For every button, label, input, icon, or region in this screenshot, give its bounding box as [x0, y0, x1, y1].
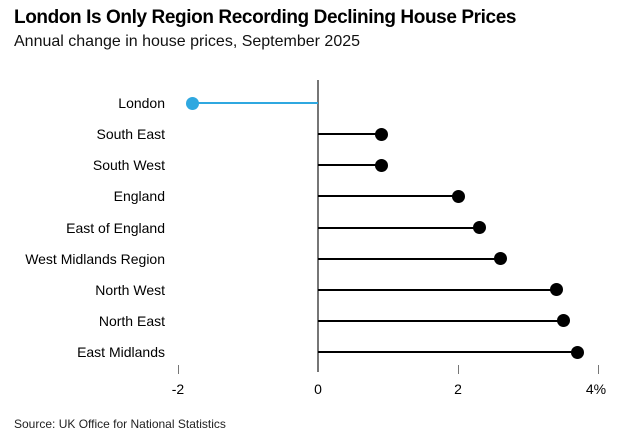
category-label: West Midlands Region — [25, 250, 165, 267]
x-tick-mark — [177, 365, 179, 374]
value-dot — [451, 189, 465, 203]
value-dot — [185, 96, 199, 110]
x-tick-label: 0 — [314, 381, 322, 397]
value-stem — [318, 195, 458, 198]
zero-axis-line — [317, 80, 319, 372]
category-label: South West — [92, 157, 165, 174]
source-note: Source: UK Office for National Statistic… — [14, 417, 226, 431]
value-dot — [556, 314, 570, 328]
value-dot — [374, 158, 388, 172]
category-label: East Midlands — [77, 344, 165, 360]
x-tick-mark — [597, 365, 599, 374]
category-label: North East — [98, 312, 165, 329]
x-tick-label: 2 — [454, 381, 462, 397]
chart-subtitle: Annual change in house prices, September… — [14, 33, 361, 50]
category-label: North West — [95, 281, 165, 298]
category-label: South East — [96, 126, 166, 143]
value-dot — [472, 221, 486, 234]
value-stem — [318, 288, 556, 291]
value-stem — [318, 319, 563, 322]
category-label: London — [118, 95, 165, 111]
chart-title: London Is Only Region Recording Declinin… — [14, 7, 517, 28]
value-stem — [318, 257, 500, 260]
value-stem — [318, 351, 577, 353]
value-dot — [570, 345, 584, 359]
category-label: East of England — [66, 219, 165, 236]
x-tick-label: -2 — [171, 381, 185, 397]
value-stem — [318, 226, 479, 229]
value-dot — [493, 252, 507, 266]
value-stem — [192, 102, 318, 104]
value-dot — [549, 283, 563, 297]
x-tick-mark — [457, 365, 459, 374]
value-stem — [318, 133, 381, 136]
value-dot — [374, 127, 388, 141]
x-tick-label: 4% — [585, 381, 607, 397]
category-label: England — [113, 188, 165, 205]
value-stem — [318, 164, 381, 167]
